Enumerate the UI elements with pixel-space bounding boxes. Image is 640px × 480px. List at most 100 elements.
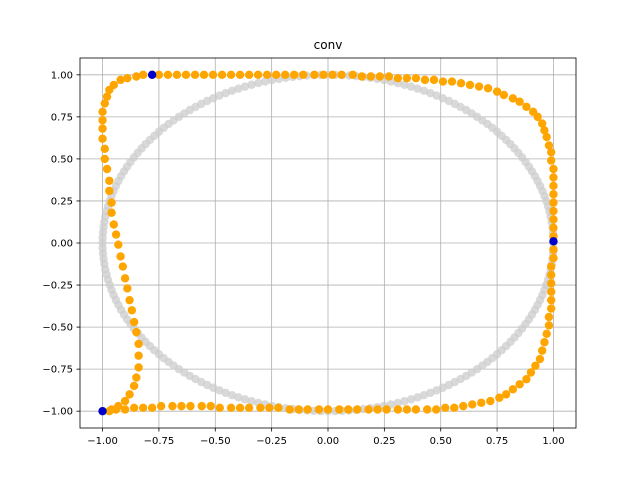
x-tick-label: 0.75 [486,436,508,447]
path-point [102,92,112,101]
path-point [438,77,448,86]
path-point [125,295,134,305]
path-point [123,73,132,83]
path-point [328,70,337,80]
path-point [384,72,394,81]
path-point [540,126,549,135]
path-point [134,339,143,349]
path-point [98,116,107,125]
path-point [199,70,209,80]
path-point [526,368,536,377]
path-point [274,403,283,413]
path-point [549,245,558,254]
chart-title: conv [314,38,343,52]
path-point [197,401,206,411]
path-point [549,173,558,182]
path-point [244,403,254,413]
path-point [465,80,475,90]
path-point [549,206,558,216]
path-point [129,403,139,413]
path-point [129,317,139,327]
circle-point [419,390,429,400]
path-point [206,401,215,411]
path-point [127,306,137,315]
path-point [256,403,265,413]
path-point [132,373,141,382]
path-point [366,72,376,81]
path-point [235,403,245,413]
x-tick-label: −0.50 [200,436,231,447]
path-point [508,94,518,103]
circle-point [240,82,250,91]
path-point [549,164,558,174]
path-point [114,401,123,411]
path-point [226,70,236,80]
path-point [98,124,107,133]
path-point [531,361,540,370]
path-point [217,70,227,80]
path-point [125,390,134,399]
orange-path-series [98,70,558,416]
path-point [215,403,224,413]
path-point [294,405,303,414]
path-point [310,70,319,80]
circle-point [227,86,237,96]
path-point [508,385,518,394]
y-tick-label: −0.75 [42,365,73,376]
circle-point [254,78,263,88]
path-point [544,312,554,322]
path-point [102,164,112,174]
path-point [441,403,450,413]
circle-point [419,86,429,96]
circle-point [393,398,402,408]
x-tick-label: −0.75 [144,436,175,447]
circle-point [247,397,256,406]
path-point [353,405,362,414]
path-point [373,405,382,414]
path-point [402,405,412,414]
path-point [186,401,195,411]
path-point [547,147,556,157]
path-point [547,295,556,305]
path-point [109,80,119,90]
circle-point [406,82,416,91]
path-point [474,82,484,91]
path-point [547,304,556,313]
path-point [393,73,403,83]
path-point [147,403,157,413]
path-point [544,141,554,150]
circle-point [240,395,250,404]
path-point [499,90,509,100]
path-point [549,181,558,191]
path-point [492,87,502,96]
path-point [303,405,312,414]
path-point [138,70,148,80]
circle-point [227,390,237,400]
path-point [402,73,412,83]
path-point [132,327,141,337]
path-point [544,321,554,330]
path-point [129,381,139,391]
path-point [549,215,558,224]
path-point [456,79,466,88]
y-tick-label: 1.00 [51,70,73,81]
path-point [156,401,166,411]
path-point [120,405,130,414]
path-point [344,405,353,414]
path-point [432,405,441,414]
marker-point [98,406,107,416]
path-point [393,405,403,414]
path-point [429,75,439,85]
path-point [549,223,558,233]
path-point [98,134,107,143]
x-tick-label: 0.50 [430,436,452,447]
circle-point [426,88,435,98]
circle-point [234,393,243,402]
path-point [423,405,432,414]
path-point [177,401,186,411]
marker-point [549,237,558,246]
path-point [111,230,121,239]
x-tick-label: 0.00 [317,436,339,447]
path-point [226,403,236,413]
